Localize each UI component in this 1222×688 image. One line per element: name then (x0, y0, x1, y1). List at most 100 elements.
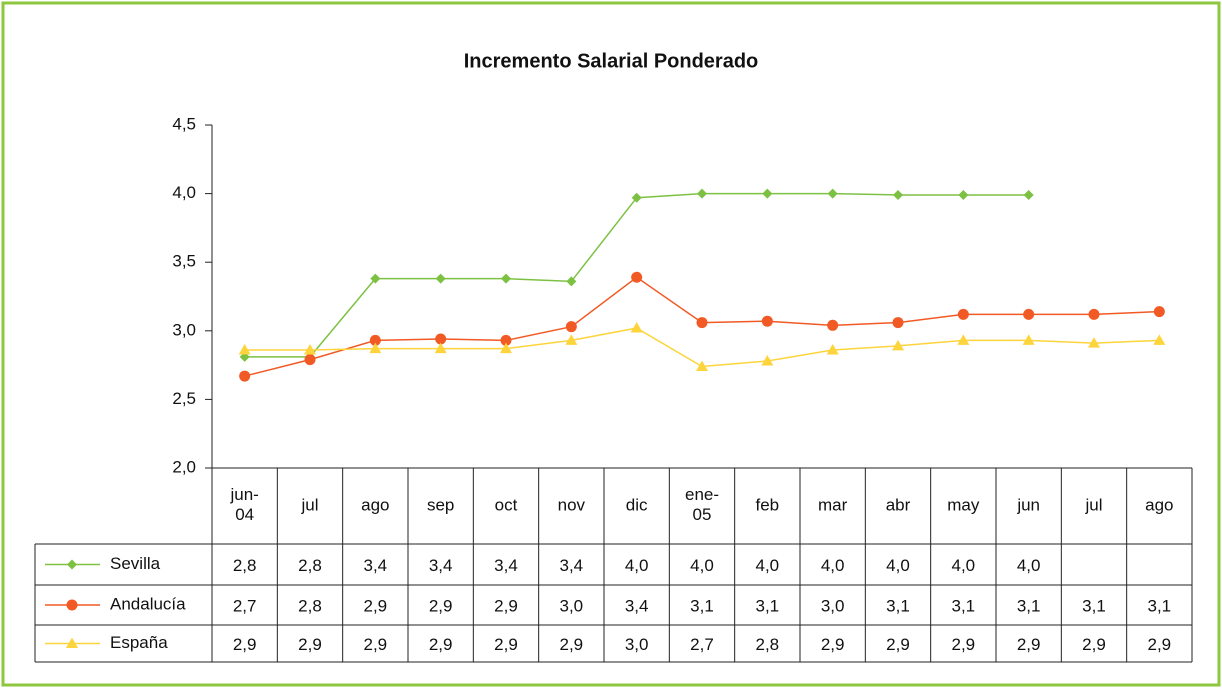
legend-marker (66, 637, 78, 648)
value-label: 3,1 (1017, 596, 1041, 615)
value-label: 2,7 (690, 635, 714, 654)
data-point (239, 370, 251, 382)
data-point (892, 339, 904, 351)
data-point (565, 321, 577, 333)
x-tick-label: ago (361, 495, 389, 514)
x-tick-label: jul (1084, 495, 1102, 514)
data-point (827, 319, 839, 331)
data-point (500, 334, 512, 346)
value-label: 2,9 (298, 635, 322, 654)
data-point (238, 344, 251, 355)
value-label: 2,9 (1082, 635, 1106, 654)
value-label: 3,1 (690, 596, 714, 615)
data-point (1088, 337, 1100, 348)
value-label: 2,7 (233, 596, 257, 615)
data-point (501, 273, 511, 284)
data-point (761, 315, 773, 327)
value-label: 2,9 (494, 635, 518, 654)
data-point (957, 334, 970, 345)
value-label: 3,1 (1148, 596, 1172, 615)
x-tick-label: feb (756, 495, 780, 514)
value-label: 2,9 (429, 596, 453, 615)
data-point (631, 271, 643, 283)
x-tick-label: ago (1145, 495, 1173, 514)
value-label: 2,9 (233, 635, 257, 654)
x-tick-label: sep (427, 495, 454, 514)
x-tick-label: oct (495, 495, 518, 514)
value-label: 3,1 (756, 596, 780, 615)
legend-marker (66, 599, 78, 611)
data-point (435, 273, 446, 284)
value-label: 3,4 (364, 556, 388, 575)
data-point (827, 188, 838, 199)
value-label: 2,9 (429, 635, 453, 654)
value-label: 3,0 (821, 596, 845, 615)
value-label: 2,8 (298, 556, 322, 575)
y-tick-label: 3,5 (172, 252, 196, 271)
y-tick-label: 3,0 (172, 320, 196, 339)
legend-marker (67, 559, 77, 570)
x-tick-label: jun-04 (229, 485, 258, 524)
value-label: 2,9 (364, 596, 388, 615)
value-label: 4,0 (690, 556, 714, 575)
value-label: 4,0 (952, 556, 976, 575)
data-point (957, 308, 969, 320)
value-label: 2,9 (952, 635, 976, 654)
x-tick-label: ene-05 (685, 485, 719, 524)
data-point (762, 188, 773, 199)
data-point (1023, 189, 1034, 200)
data-point (696, 317, 708, 329)
data-point (369, 334, 381, 346)
legend-label: Andalucía (110, 594, 186, 613)
data-point (304, 354, 316, 366)
value-label: 3,1 (952, 596, 976, 615)
value-label: 2,9 (364, 635, 388, 654)
value-label: 2,8 (298, 596, 322, 615)
value-label: 4,0 (756, 556, 780, 575)
value-label: 3,1 (886, 596, 910, 615)
data-point (893, 189, 903, 200)
x-tick-label: nov (558, 495, 586, 514)
y-tick-label: 2,0 (172, 457, 196, 476)
data-point (1022, 334, 1035, 345)
value-label: 2,9 (560, 635, 584, 654)
data-point (892, 317, 904, 329)
value-label: 2,9 (494, 596, 518, 615)
data-point (369, 342, 382, 354)
value-label: 3,4 (625, 596, 649, 615)
data-point (434, 342, 447, 354)
data-point (500, 342, 512, 354)
data-point (370, 273, 381, 284)
value-label: 2,9 (821, 635, 845, 654)
data-point (958, 189, 969, 200)
chart-title: Incremento Salarial Ponderado (464, 50, 759, 72)
y-tick-label: 2,5 (172, 389, 196, 408)
value-label: 2,8 (233, 556, 257, 575)
data-point (630, 322, 643, 333)
data-point (1153, 334, 1166, 345)
data-point (761, 354, 774, 366)
data-point (826, 344, 839, 355)
x-tick-label: mar (818, 495, 848, 514)
value-label: 2,9 (886, 635, 910, 654)
value-label: 4,0 (886, 556, 910, 575)
data-point (1153, 306, 1165, 318)
legend-label: Sevilla (110, 554, 161, 573)
data-point (304, 344, 316, 355)
x-tick-label: jun (1016, 495, 1040, 514)
value-label: 2,9 (1017, 635, 1041, 654)
data-point (566, 276, 577, 287)
y-tick-label: 4,5 (172, 114, 196, 133)
value-label: 4,0 (625, 556, 649, 575)
data-point (435, 333, 447, 345)
value-label: 3,4 (429, 556, 453, 575)
value-label: 3,4 (494, 556, 518, 575)
x-tick-label: abr (886, 495, 911, 514)
data-point (631, 192, 642, 203)
data-point (1023, 308, 1035, 320)
data-point (565, 334, 578, 345)
x-tick-label: dic (626, 495, 648, 514)
legend-label: España (110, 633, 168, 652)
